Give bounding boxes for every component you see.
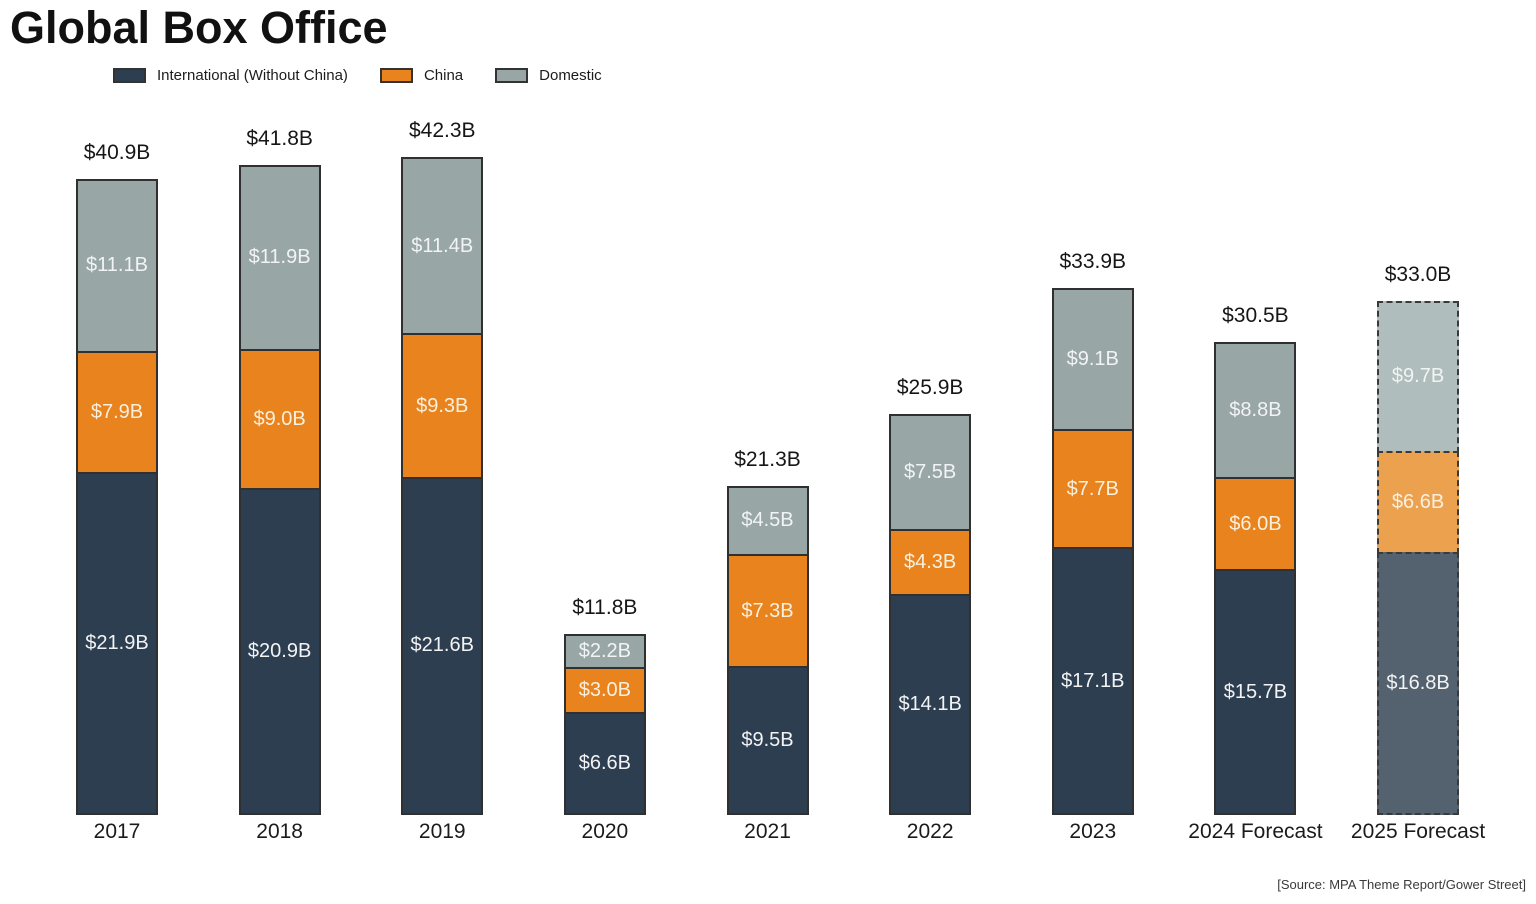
category-label-2019: 2019: [418, 820, 466, 843]
bar-2022: $7.5B $4.3B $14.1B: [889, 413, 972, 815]
segment-value-label: $6.6B: [1391, 490, 1445, 513]
segment-domestic-2018: $11.9B: [238, 164, 321, 352]
segment-value-label: $2.2B: [578, 640, 631, 663]
segment-value-label: $4.3B: [904, 551, 957, 574]
segment-value-label: $21.9B: [85, 632, 149, 655]
segment-value-label: $6.6B: [578, 751, 631, 774]
segment-china-2022: $4.3B: [889, 529, 972, 597]
segment-china-2025-forecast: $6.6B: [1377, 450, 1460, 555]
category-label-2020: 2020: [581, 820, 629, 843]
segment-domestic-2022: $7.5B: [889, 413, 972, 532]
total-label-2019: $42.3B: [408, 119, 476, 143]
segment-international-2019: $21.6B: [401, 476, 484, 815]
bar-2021: $4.5B $7.3B $9.5B: [726, 485, 809, 815]
segment-value-label: $11.9B: [248, 246, 311, 269]
legend-swatch-international-icon: [113, 68, 146, 83]
segment-value-label: $7.7B: [1066, 477, 1119, 500]
category-label-2023: 2023: [1069, 820, 1117, 843]
segment-value-label: $7.3B: [741, 599, 794, 622]
segment-domestic-2025-forecast: $9.7B: [1377, 301, 1460, 453]
segment-value-label: $9.1B: [1066, 348, 1119, 371]
total-label-2018: $41.8B: [246, 126, 313, 150]
segment-international-2021: $9.5B: [726, 666, 809, 815]
source-attribution: [Source: MPA Theme Report/Gower Street]: [1277, 877, 1526, 892]
bar-2024-forecast: $8.8B $6.0B $15.7B: [1214, 341, 1297, 815]
category-label-2018: 2018: [256, 820, 303, 843]
segment-value-label: $20.9B: [247, 639, 312, 662]
chart-legend: International (Without China) China Dome…: [113, 67, 634, 84]
legend-label-international: International (Without China): [157, 67, 348, 84]
segment-value-label: $17.1B: [1061, 669, 1125, 692]
segment-china-2024-forecast: $6.0B: [1214, 477, 1297, 572]
segment-value-label: $9.5B: [741, 729, 794, 752]
bar-2017: $11.1B $7.9B $21.9B: [76, 178, 158, 815]
segment-international-2023: $17.1B: [1051, 547, 1134, 815]
segment-domestic-2023: $9.1B: [1051, 288, 1134, 431]
segment-china-2017: $7.9B: [76, 350, 158, 475]
bar-2018: $11.9B $9.0B $20.9B: [238, 164, 321, 815]
total-label-2023: $33.9B: [1059, 250, 1127, 274]
segment-domestic-2020: $2.2B: [563, 634, 646, 669]
segment-international-2022: $14.1B: [889, 594, 972, 815]
bar-2025-forecast: $9.7B $6.6B $16.8B: [1377, 301, 1460, 815]
bar-2020: $2.2B $3.0B $6.6B: [563, 634, 646, 815]
legend-label-domestic: Domestic: [539, 67, 602, 84]
segment-domestic-2024-forecast: $8.8B: [1214, 341, 1297, 480]
segment-value-label: $9.7B: [1391, 365, 1445, 388]
legend-item-domestic: Domestic: [495, 67, 602, 84]
segment-value-label: $8.8B: [1229, 399, 1282, 422]
segment-international-2018: $20.9B: [238, 487, 321, 815]
segment-domestic-2021: $4.5B: [726, 485, 809, 557]
segment-value-label: $7.9B: [90, 400, 144, 423]
segment-domestic-2019: $11.4B: [401, 157, 484, 336]
segment-value-label: $11.1B: [86, 254, 148, 277]
segment-value-label: $6.0B: [1229, 512, 1282, 535]
bar-2023: $9.1B $7.7B $17.1B: [1051, 288, 1134, 815]
total-label-2017: $40.9B: [83, 140, 151, 164]
segment-value-label: $7.5B: [904, 460, 957, 483]
segment-domestic-2017: $11.1B: [76, 178, 158, 353]
total-label-2024-forecast: $30.5B: [1222, 303, 1289, 327]
segment-value-label: $9.0B: [253, 408, 306, 430]
category-label-2022: 2022: [906, 820, 954, 843]
segment-value-label: $14.1B: [898, 693, 962, 716]
legend-item-international: International (Without China): [113, 67, 348, 84]
legend-item-china: China: [379, 67, 464, 84]
chart-title: Global Box Office: [10, 2, 388, 53]
segment-value-label: $11.4B: [411, 234, 474, 257]
segment-value-label: $21.6B: [410, 634, 474, 657]
category-label-2024-forecast: 2024 Forecast: [1188, 820, 1323, 843]
total-label-2021: $21.3B: [734, 447, 801, 471]
segment-china-2018: $9.0B: [238, 349, 321, 490]
segment-international-2024-forecast: $15.7B: [1214, 569, 1297, 815]
legend-swatch-china-icon: [379, 68, 413, 83]
category-label-2017: 2017: [93, 820, 141, 843]
segment-value-label: $3.0B: [578, 678, 631, 701]
total-label-2020: $11.8B: [572, 596, 638, 620]
segment-china-2023: $7.7B: [1051, 428, 1134, 550]
total-label-2022: $25.9B: [896, 375, 964, 399]
segment-international-2020: $6.6B: [563, 711, 646, 815]
bar-2019: $11.4B $9.3B $21.6B: [401, 157, 484, 815]
segment-china-2021: $7.3B: [726, 554, 809, 669]
legend-label-china: China: [423, 67, 464, 84]
segment-value-label: $16.8B: [1386, 672, 1450, 695]
segment-international-2025-forecast: $16.8B: [1377, 552, 1460, 815]
segment-international-2017: $21.9B: [76, 472, 158, 815]
category-label-2021: 2021: [744, 820, 791, 843]
segment-value-label: $15.7B: [1223, 680, 1288, 703]
segment-china-2020: $3.0B: [563, 666, 646, 714]
segment-china-2019: $9.3B: [401, 333, 484, 479]
segment-value-label: $9.3B: [416, 394, 469, 417]
legend-swatch-domestic-icon: [495, 68, 529, 83]
total-label-2025-forecast: $33.0B: [1384, 263, 1452, 286]
segment-value-label: $4.5B: [741, 509, 794, 532]
category-label-2025-forecast: 2025 Forecast: [1350, 820, 1486, 843]
